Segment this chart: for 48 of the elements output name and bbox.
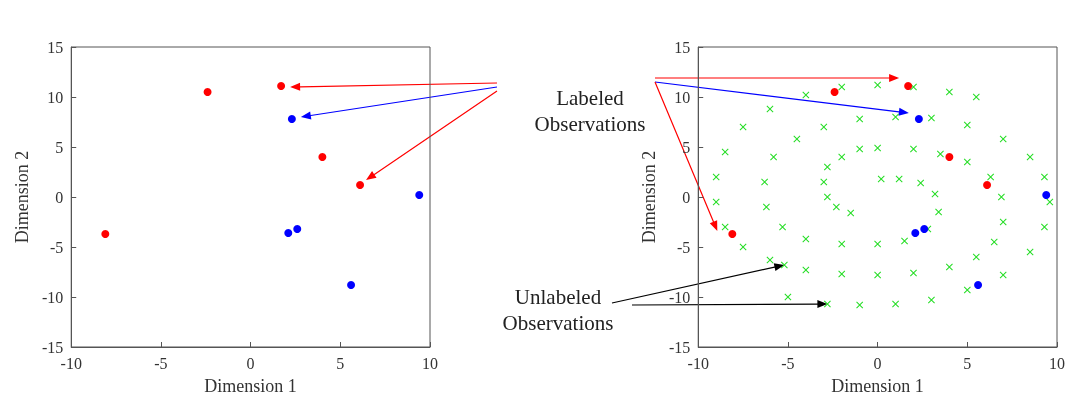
x-axis-title: Dimension 1 [831,376,924,396]
x-tick-label: 10 [1049,354,1065,372]
y-tick-label: -10 [41,288,64,306]
point [974,281,983,289]
point [318,153,327,161]
point [945,153,954,161]
y-tick-label: 5 [682,138,691,156]
text: Labeled Observations [533,85,647,137]
y-tick-label: -15 [668,338,691,356]
point [415,191,424,199]
x-axis-title: Dimension 1 [204,376,297,396]
x-tick-label: 10 [422,354,438,372]
y-tick-label: 15 [47,38,64,56]
point [830,88,839,96]
point [284,229,293,237]
text: Unlabeled Observations [501,284,615,336]
x-tick-label: 0 [873,354,882,372]
point [914,115,923,123]
x-tick-label: 5 [336,354,345,372]
y-tick-label: 10 [674,88,691,106]
y-tick-label: 5 [55,138,64,156]
point [277,82,286,90]
y-tick-label: 0 [55,188,64,206]
point [911,229,920,237]
point [287,115,296,123]
y-tick-label: 10 [47,88,64,106]
y-tick-label: -5 [49,238,64,256]
point [904,82,913,90]
point [920,225,929,233]
x-tick-label: 0 [246,354,255,372]
y-axis-title: Dimension 2 [12,150,32,244]
y-tick-label: 15 [674,38,691,56]
y-axis-title: Dimension 2 [639,150,659,244]
point [203,88,212,96]
x-tick-label: 5 [963,354,972,372]
point [728,230,737,238]
y-tick-label: -5 [676,238,691,256]
y-tick-label: 0 [682,188,691,206]
x-tick-label: -5 [154,354,168,372]
point [101,230,110,238]
point [293,225,302,233]
point [983,181,992,189]
y-tick-label: -15 [41,338,64,356]
point [1042,191,1051,199]
point [347,281,356,289]
x-tick-label: -5 [781,354,795,372]
y-tick-label: -10 [668,288,691,306]
point [356,181,365,189]
